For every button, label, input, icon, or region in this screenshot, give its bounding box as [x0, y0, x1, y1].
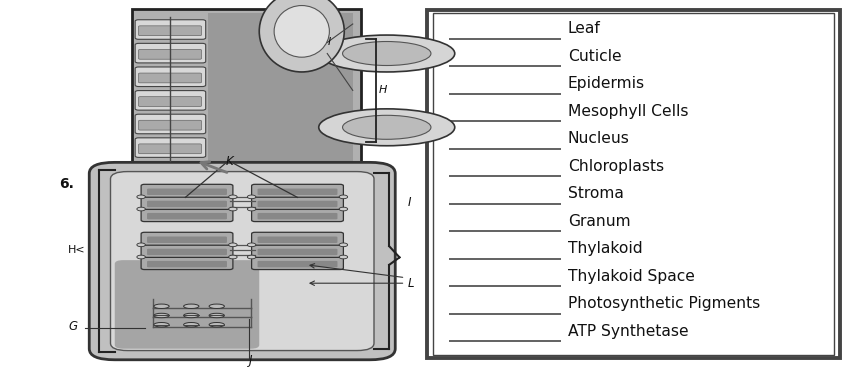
FancyBboxPatch shape — [258, 261, 337, 267]
Text: J: J — [249, 354, 252, 367]
Ellipse shape — [184, 323, 199, 327]
FancyBboxPatch shape — [252, 196, 343, 210]
Text: Thylakoid: Thylakoid — [568, 241, 643, 256]
Text: Stroma: Stroma — [568, 186, 624, 201]
FancyBboxPatch shape — [258, 189, 337, 195]
FancyBboxPatch shape — [89, 162, 395, 360]
Text: Nucleus: Nucleus — [568, 131, 630, 146]
FancyBboxPatch shape — [141, 232, 233, 245]
FancyBboxPatch shape — [141, 244, 233, 258]
Text: K: K — [225, 155, 234, 168]
Text: I: I — [408, 196, 411, 210]
Circle shape — [339, 207, 348, 211]
Text: Granum: Granum — [568, 214, 631, 229]
Text: H: H — [378, 85, 387, 96]
FancyBboxPatch shape — [258, 249, 337, 255]
Circle shape — [339, 255, 348, 259]
FancyBboxPatch shape — [139, 26, 201, 36]
FancyBboxPatch shape — [135, 20, 206, 39]
Text: Epidermis: Epidermis — [568, 76, 645, 91]
FancyBboxPatch shape — [252, 244, 343, 258]
FancyBboxPatch shape — [147, 189, 227, 195]
FancyBboxPatch shape — [139, 97, 201, 106]
Ellipse shape — [319, 109, 455, 146]
Bar — [208, 13, 353, 168]
FancyBboxPatch shape — [139, 73, 201, 83]
Text: Photosynthetic Pigments: Photosynthetic Pigments — [568, 296, 760, 311]
Circle shape — [229, 243, 237, 246]
Ellipse shape — [319, 35, 455, 72]
FancyBboxPatch shape — [252, 209, 343, 221]
Text: Chloroplasts: Chloroplasts — [568, 159, 664, 174]
Ellipse shape — [154, 304, 169, 308]
Bar — [433, 13, 834, 355]
FancyBboxPatch shape — [135, 138, 206, 158]
FancyBboxPatch shape — [115, 260, 259, 349]
FancyBboxPatch shape — [141, 257, 233, 269]
Ellipse shape — [343, 115, 431, 139]
Text: G: G — [68, 320, 77, 333]
FancyBboxPatch shape — [135, 44, 206, 63]
FancyBboxPatch shape — [141, 184, 233, 197]
Circle shape — [247, 207, 256, 211]
Ellipse shape — [274, 6, 329, 57]
FancyBboxPatch shape — [139, 120, 201, 130]
Circle shape — [229, 195, 237, 199]
Text: Leaf: Leaf — [568, 21, 601, 36]
FancyBboxPatch shape — [110, 172, 374, 351]
Circle shape — [247, 243, 256, 246]
FancyBboxPatch shape — [147, 261, 227, 267]
Ellipse shape — [343, 41, 431, 66]
Circle shape — [229, 207, 237, 211]
FancyBboxPatch shape — [258, 201, 337, 207]
Ellipse shape — [154, 313, 169, 318]
FancyBboxPatch shape — [135, 114, 206, 134]
Ellipse shape — [154, 323, 169, 327]
FancyBboxPatch shape — [252, 184, 343, 197]
Bar — [427, 10, 840, 358]
FancyBboxPatch shape — [147, 201, 227, 207]
Text: Mesophyll Cells: Mesophyll Cells — [568, 104, 689, 119]
FancyBboxPatch shape — [258, 213, 337, 219]
Circle shape — [339, 195, 348, 199]
Circle shape — [137, 207, 145, 211]
FancyBboxPatch shape — [135, 90, 206, 110]
FancyBboxPatch shape — [258, 237, 337, 243]
FancyBboxPatch shape — [252, 257, 343, 269]
Ellipse shape — [184, 313, 199, 318]
Ellipse shape — [184, 304, 199, 308]
Circle shape — [137, 255, 145, 259]
FancyBboxPatch shape — [147, 249, 227, 255]
Text: 6.: 6. — [60, 177, 75, 192]
Text: Cuticle: Cuticle — [568, 49, 621, 64]
Text: Thylakoid Space: Thylakoid Space — [568, 269, 694, 284]
Circle shape — [339, 243, 348, 246]
Text: L: L — [408, 277, 415, 290]
Ellipse shape — [209, 323, 224, 327]
Circle shape — [229, 255, 237, 259]
FancyBboxPatch shape — [141, 209, 233, 221]
FancyBboxPatch shape — [135, 67, 206, 87]
Text: H<: H< — [68, 245, 86, 255]
Bar — [132, 9, 361, 172]
FancyBboxPatch shape — [141, 196, 233, 210]
Ellipse shape — [209, 304, 224, 308]
Circle shape — [247, 195, 256, 199]
Ellipse shape — [209, 313, 224, 318]
FancyBboxPatch shape — [252, 232, 343, 245]
Circle shape — [137, 243, 145, 246]
FancyBboxPatch shape — [139, 49, 201, 59]
FancyBboxPatch shape — [139, 144, 201, 154]
Ellipse shape — [259, 0, 344, 72]
Circle shape — [137, 195, 145, 199]
FancyBboxPatch shape — [147, 237, 227, 243]
Text: ATP Synthetase: ATP Synthetase — [568, 324, 689, 339]
FancyBboxPatch shape — [147, 213, 227, 219]
Circle shape — [247, 255, 256, 259]
Text: I: I — [327, 37, 331, 48]
